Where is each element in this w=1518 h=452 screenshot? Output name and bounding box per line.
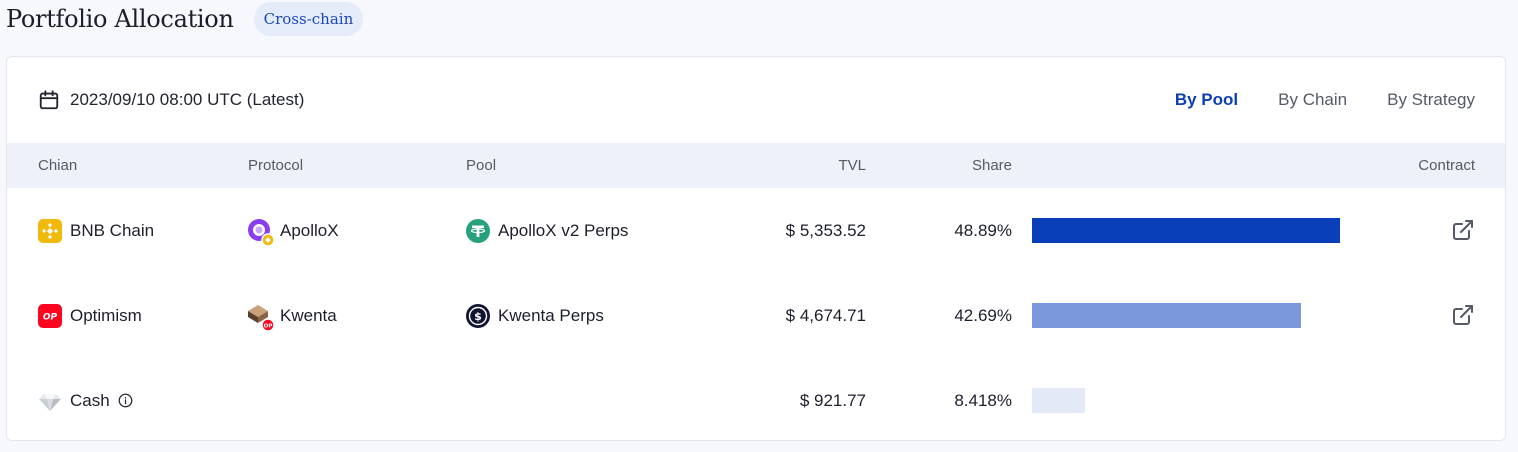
diamond-icon [38, 389, 62, 413]
external-link-icon[interactable] [1451, 303, 1475, 327]
external-link-icon[interactable] [1451, 218, 1475, 242]
chain-cell: OP Optimism [38, 273, 142, 358]
tab-by-strategy[interactable]: By Strategy [1387, 90, 1475, 109]
pool-name: ApolloX v2 Perps [498, 220, 629, 240]
svg-text:OP: OP [43, 312, 58, 322]
date-selector[interactable]: 2023/09/10 08:00 UTC (Latest) [38, 89, 304, 111]
protocol-name: Kwenta [280, 305, 337, 325]
page-header: Portfolio Allocation Cross-chain [6, 0, 364, 38]
apollox-icon [248, 218, 275, 247]
tvl-value: $ 4,674.71 [785, 305, 866, 325]
column-header-protocol: Protocol [248, 157, 304, 174]
info-icon[interactable] [118, 393, 133, 408]
chain-name: Cash [70, 390, 110, 410]
allocation-card: 2023/09/10 08:00 UTC (Latest) By Pool By… [6, 56, 1506, 441]
column-header-contract: Contract [1418, 157, 1475, 174]
share-value: 42.69% [954, 305, 1012, 325]
tvl-value: $ 5,353.52 [785, 220, 866, 240]
svg-text:OP: OP [264, 323, 273, 329]
chain-cell: BNB Chain [38, 188, 154, 273]
protocol-name: ApolloX [280, 220, 339, 240]
chain-cell: Cash [38, 358, 133, 440]
tether-icon [466, 218, 490, 243]
pool-name: Kwenta Perps [498, 305, 604, 325]
column-header-share: Share [971, 157, 1012, 174]
chain-name: Optimism [70, 305, 142, 325]
table-row: Cash $ 921.77 8.418% [7, 358, 1505, 440]
tvl-value: $ 921.77 [799, 390, 866, 410]
protocol-cell: ApolloX [248, 188, 339, 273]
pool-cell: ApolloX v2 Perps [466, 188, 628, 273]
chain-name: BNB Chain [70, 220, 155, 240]
page-title: Portfolio Allocation [6, 5, 234, 33]
date-label: 2023/09/10 08:00 UTC (Latest) [70, 90, 305, 109]
susd-icon: $ [466, 303, 490, 328]
share-bar [1032, 218, 1340, 243]
column-header-chain: Chian [38, 157, 78, 174]
cross-chain-tag: Cross-chain [253, 2, 364, 36]
column-header-pool: Pool [466, 157, 497, 174]
table-row: OP Optimism OP Kwenta $ Kwenta Perps $ 4… [7, 273, 1505, 358]
bnb-chain-icon [38, 218, 62, 243]
calendar-icon [39, 90, 59, 110]
tab-by-chain[interactable]: By Chain [1278, 90, 1348, 109]
table-header: Chian Protocol Pool TVL Share Contract [7, 143, 1505, 188]
kwenta-icon: OP [248, 304, 275, 332]
share-bar [1032, 388, 1085, 413]
view-tabs: By Pool By Chain By Strategy [1175, 90, 1475, 110]
column-header-tvl: TVL [838, 157, 866, 174]
share-bar [1032, 303, 1301, 328]
pool-cell: $ Kwenta Perps [466, 273, 604, 358]
svg-text:$: $ [474, 310, 482, 323]
card-toolbar: 2023/09/10 08:00 UTC (Latest) By Pool By… [7, 57, 1505, 143]
optimism-icon: OP [38, 303, 62, 328]
share-value: 8.418% [954, 390, 1012, 410]
protocol-cell: OP Kwenta [248, 273, 337, 358]
tab-by-pool[interactable]: By Pool [1174, 90, 1239, 109]
table-row: BNB Chain ApolloX ApolloX v2 Perps $ 5,3… [7, 188, 1505, 273]
share-value: 48.89% [954, 220, 1012, 240]
